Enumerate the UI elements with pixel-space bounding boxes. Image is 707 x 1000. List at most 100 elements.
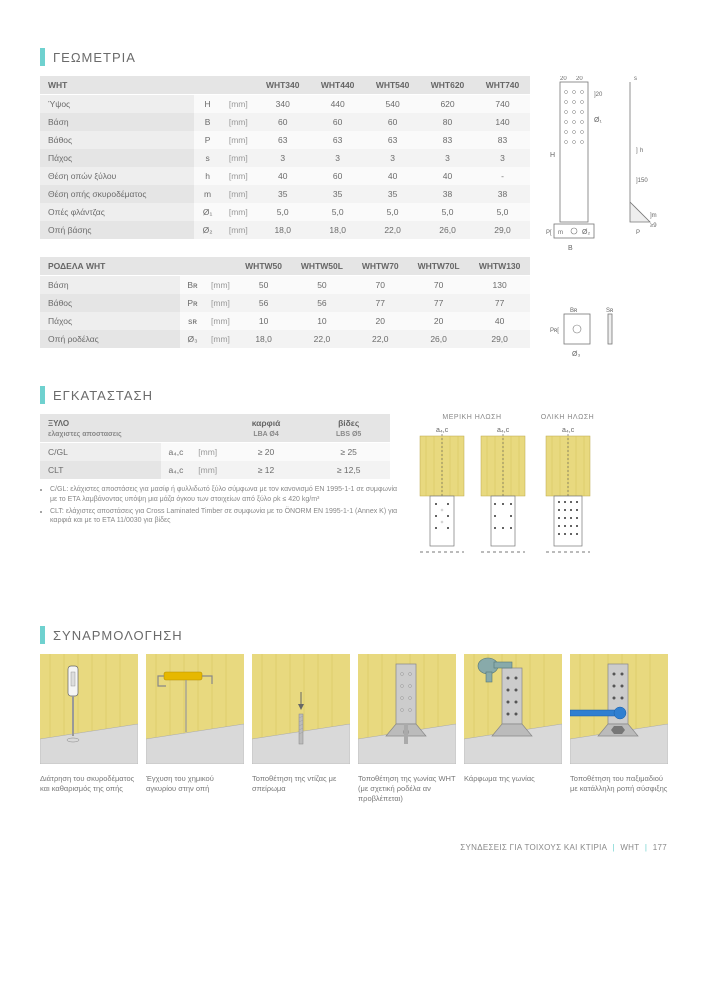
table-cell: m (194, 185, 221, 203)
section-install: ΕΓΚΑΤΑΣΤΑΣΗ (40, 386, 667, 404)
svg-text:m: m (558, 230, 563, 236)
table-cell: 56 (236, 294, 291, 312)
table-cell: [mm] (221, 131, 255, 149)
svg-text:20: 20 (576, 76, 583, 82)
table-cell: 40 (469, 312, 530, 330)
table-cell: 3 (310, 149, 365, 167)
table-cell: [mm] (205, 294, 236, 312)
svg-text:P: P (636, 230, 640, 236)
table-cell: 5,0 (475, 203, 530, 221)
table-cell: Πάχος (40, 312, 180, 330)
assembly-steps: Διάτρηση του σκυροδέματος και καθαρισμός… (40, 654, 667, 803)
table-cell: 70 (353, 276, 408, 295)
table-cell: [mm] (221, 113, 255, 131)
geometry-diagram: 20 20 ]20 Ø₁ H B P[ m Ø₂ ]h ] (544, 76, 664, 368)
table-cell: Βάθος (40, 294, 180, 312)
table-cell: 77 (469, 294, 530, 312)
table-cell: [mm] (221, 149, 255, 167)
table-cell: 50 (236, 276, 291, 295)
table-cell: Ø₃ (180, 330, 205, 348)
svg-text:Sʀ: Sʀ (606, 308, 614, 314)
svg-text:h: h (640, 148, 643, 154)
table-cell: P (194, 131, 221, 149)
table-cell: [mm] (191, 443, 225, 462)
table-install: ΞΥΛΟ ελαχιστες αποστασεις καρφιά LBA Ø4 … (40, 414, 390, 479)
table-washer: ΡΟΔΕΛΑ WHT WHTW50 WHTW50L WHTW70 WHTW70L… (40, 257, 530, 348)
table-cell: H (194, 95, 221, 114)
table-cell: 5,0 (365, 203, 420, 221)
table-cell: Ø₁ (194, 203, 221, 221)
table-cell: 63 (365, 131, 420, 149)
table-cell: [mm] (221, 185, 255, 203)
table-cell: 5,0 (420, 203, 475, 221)
table-cell: 56 (291, 294, 352, 312)
svg-text:20: 20 (560, 76, 567, 82)
svg-text:H: H (550, 152, 555, 159)
table-cell: 35 (310, 185, 365, 203)
table-cell: 70 (408, 276, 469, 295)
full-nailing-diagram: a₄,c (540, 424, 595, 564)
table-cell: - (475, 167, 530, 185)
svg-text:]m: ]m (650, 213, 657, 219)
table-cell: 60 (255, 113, 310, 131)
table-cell: Οπή ροδέλας (40, 330, 180, 348)
assembly-step-2-icon (146, 654, 244, 764)
table-cell: a₄,c (161, 443, 191, 462)
table-cell: Βάση (40, 113, 194, 131)
table-cell: 60 (310, 167, 365, 185)
table-wht: WHT WHT340 WHT440 WHT540 WHT620 WHT740 Ύ… (40, 76, 530, 239)
table-cell: Bʀ (180, 276, 205, 295)
table-cell: CLT (40, 461, 161, 479)
table-cell: Οπές φλάντζας (40, 203, 194, 221)
table-cell: 60 (365, 113, 420, 131)
svg-text:]20: ]20 (594, 92, 603, 98)
table-cell: 140 (475, 113, 530, 131)
svg-text:Pʀ[: Pʀ[ (550, 328, 559, 334)
table-cell: 77 (408, 294, 469, 312)
page-footer: ΣΥΝΔΕΣΕΙΣ ΓΙΑ ΤΟΙΧΟΥΣ ΚΑΙ ΚΤΙΡΙΑ | WHT |… (40, 843, 667, 852)
table-cell: 18,0 (310, 221, 365, 239)
table-cell: a₄,c (161, 461, 191, 479)
table-cell: [mm] (205, 276, 236, 295)
table-cell: 35 (255, 185, 310, 203)
table-cell: 26,0 (408, 330, 469, 348)
table-cell: 77 (353, 294, 408, 312)
table-cell: 80 (420, 113, 475, 131)
table-cell: Ύψος (40, 95, 194, 114)
table-cell: 10 (291, 312, 352, 330)
svg-text:s: s (634, 76, 637, 82)
table-cell: B (194, 113, 221, 131)
table-cell: sʀ (180, 312, 205, 330)
table-cell: 22,0 (291, 330, 352, 348)
section-title: ΓΕΩΜΕΤΡΙΑ (53, 50, 136, 65)
assembly-step-1-icon (40, 654, 138, 764)
table-cell: [mm] (205, 312, 236, 330)
table-cell: [mm] (191, 461, 225, 479)
table-cell: ≥ 12,5 (307, 461, 390, 479)
svg-text:]: ] (636, 148, 638, 154)
table-cell: ≥ 25 (307, 443, 390, 462)
table-cell: ≥ 12 (225, 461, 308, 479)
svg-text:Ø₁: Ø₁ (594, 117, 602, 124)
table-cell: 38 (420, 185, 475, 203)
label-full-nailing: ΟΛΙΚΗ ΗΛΩΣΗ (540, 414, 595, 421)
table-cell: 29,0 (475, 221, 530, 239)
table-cell: Ø₂ (194, 221, 221, 239)
table-cell: 5,0 (310, 203, 365, 221)
table-cell: Βάση (40, 276, 180, 295)
svg-text:≥9: ≥9 (650, 223, 657, 229)
table-cell: 130 (469, 276, 530, 295)
table-cell: 63 (310, 131, 365, 149)
table-cell: 50 (291, 276, 352, 295)
table-cell: Πάχος (40, 149, 194, 167)
table-cell: 10 (236, 312, 291, 330)
table-cell: 22,0 (353, 330, 408, 348)
svg-text:B: B (568, 245, 573, 252)
table-cell: 3 (255, 149, 310, 167)
table-cell: 340 (255, 95, 310, 114)
table-cell: 26,0 (420, 221, 475, 239)
table-cell: 40 (420, 167, 475, 185)
table-cell: C/GL (40, 443, 161, 462)
table-cell: 83 (420, 131, 475, 149)
install-notes: C/GL: ελάχιστες αποστάσεις για μασίφ ή φ… (40, 485, 400, 526)
